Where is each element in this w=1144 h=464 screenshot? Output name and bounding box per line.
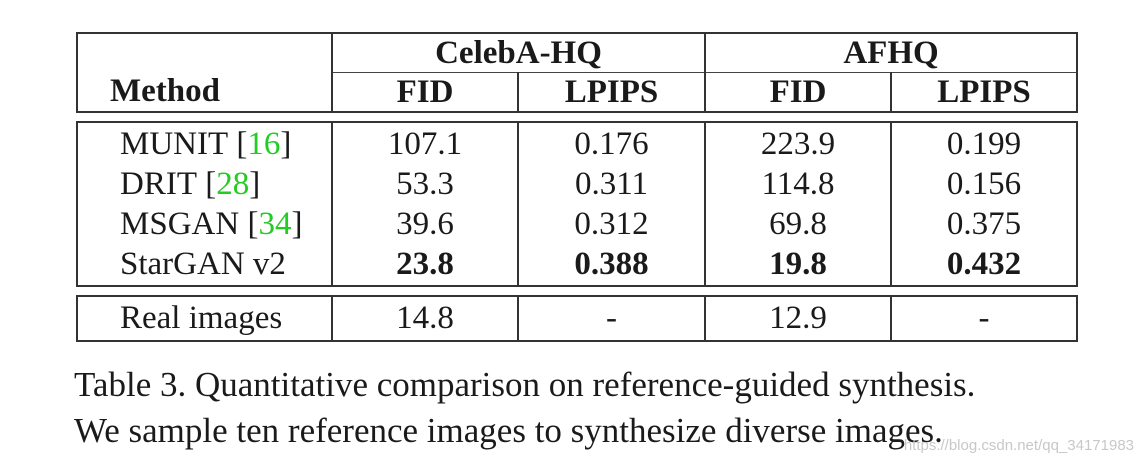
- table-bottom-rule: [76, 340, 1078, 342]
- real-method: Real images: [120, 299, 283, 336]
- row-method: MSGAN [34]: [120, 205, 303, 242]
- col-divider: [517, 295, 519, 342]
- col-divider: [704, 32, 706, 113]
- real-celeba-lpips: -: [606, 299, 617, 336]
- afhq-lpips-value: 0.375: [946, 205, 1022, 242]
- method-name: StarGAN v2: [120, 245, 286, 282]
- header-celeba-lpips: LPIPS: [564, 73, 659, 110]
- real-afhq-lpips: -: [978, 299, 990, 336]
- header-afhq: AFHQ: [843, 34, 939, 71]
- celeba-fid-value: 23.8: [396, 245, 454, 282]
- col-divider: [76, 295, 78, 342]
- col-divider: [76, 121, 78, 287]
- afhq-lpips-value: 0.432: [946, 245, 1022, 282]
- real-top-rule: [76, 295, 1078, 297]
- afhq-lpips-value: 0.156: [946, 165, 1022, 202]
- col-divider: [331, 121, 333, 287]
- afhq-fid-value: 114.8: [761, 165, 835, 202]
- real-afhq-fid: 12.9: [769, 299, 827, 336]
- caption-line-2: We sample ten reference images to synthe…: [74, 411, 943, 450]
- header-bottom-rule: [76, 111, 1078, 113]
- body-bottom-rule: [76, 285, 1078, 287]
- col-divider: [890, 72, 892, 113]
- afhq-fid-value: 19.8: [769, 245, 827, 282]
- caption-line-1: Table 3. Quantitative comparison on refe…: [74, 365, 976, 404]
- afhq-lpips-value: 0.199: [946, 125, 1022, 162]
- row-method: DRIT [28]: [120, 165, 261, 202]
- watermark: https://blog.csdn.net/qq_34171983: [903, 437, 1134, 454]
- row-method: MUNIT [16]: [120, 125, 292, 162]
- celeba-fid-value: 39.6: [396, 205, 454, 242]
- citation-link[interactable]: 28: [216, 165, 250, 202]
- citation-link[interactable]: 34: [258, 205, 292, 242]
- body-top-rule: [76, 121, 1078, 123]
- celeba-lpips-value: 0.312: [574, 205, 649, 242]
- celeba-lpips-value: 0.176: [574, 125, 649, 162]
- celeba-fid-value: 107.1: [387, 125, 463, 162]
- afhq-fid-value: 223.9: [760, 125, 836, 162]
- header-afhq-lpips: LPIPS: [937, 73, 1031, 110]
- col-divider: [704, 295, 706, 342]
- table-caption: Table 3. Quantitative comparison on refe…: [74, 362, 1084, 454]
- method-name: MSGAN: [120, 205, 240, 242]
- col-divider: [704, 121, 706, 287]
- method-name: DRIT: [120, 165, 197, 202]
- header-celeba: CelebA-HQ: [435, 34, 602, 71]
- afhq-fid-value: 69.8: [769, 205, 827, 242]
- col-divider: [331, 32, 333, 113]
- real-celeba-fid: 14.8: [396, 299, 454, 336]
- citation-link[interactable]: 16: [247, 125, 281, 162]
- col-divider: [331, 295, 333, 342]
- col-divider: [76, 32, 78, 113]
- header-afhq-fid: FID: [769, 73, 827, 110]
- row-method: StarGAN v2: [120, 244, 330, 284]
- celeba-fid-value: 53.3: [396, 165, 454, 202]
- table-top-rule: [76, 32, 1078, 34]
- method-name: MUNIT: [120, 125, 229, 162]
- col-divider: [1076, 121, 1078, 287]
- col-divider: [517, 121, 519, 287]
- col-divider: [890, 121, 892, 287]
- header-method: Method: [110, 72, 220, 109]
- col-divider: [517, 72, 519, 113]
- col-divider: [890, 295, 892, 342]
- col-divider: [1076, 32, 1078, 113]
- celeba-lpips-value: 0.388: [574, 245, 649, 282]
- col-divider: [1076, 295, 1078, 342]
- header-celeba-fid: FID: [396, 73, 454, 110]
- celeba-lpips-value: 0.311: [574, 165, 649, 202]
